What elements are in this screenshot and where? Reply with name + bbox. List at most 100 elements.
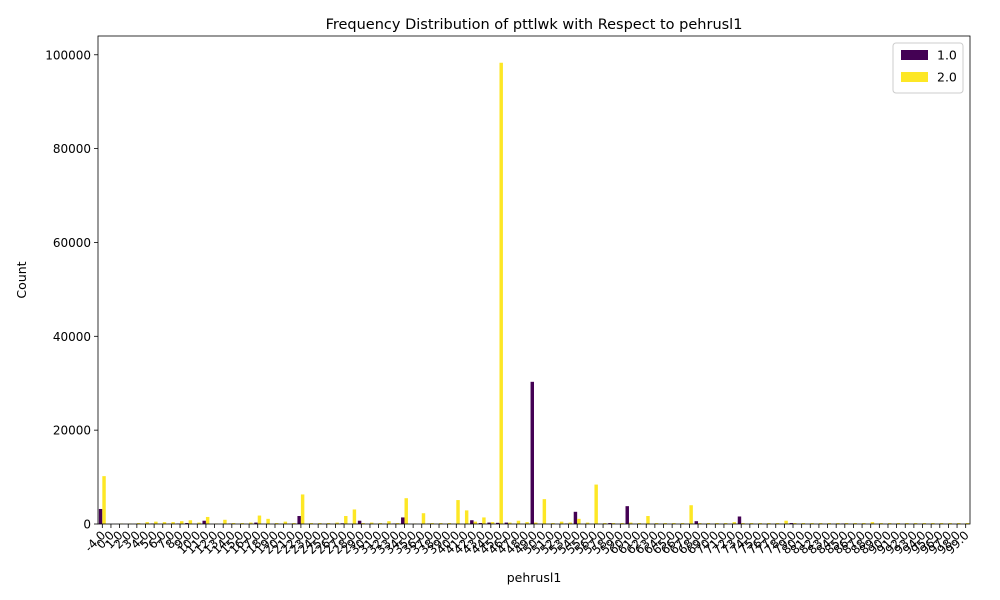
x-axis-ticks: -4.00.01.02.03.04.05.06.07.08.09.010.011…	[82, 524, 972, 557]
bar-2.0-56.0	[594, 484, 598, 524]
bar-2.0-38.0	[439, 523, 443, 524]
bar-2.0-60.0	[628, 522, 633, 524]
bar-2.0-4.0	[145, 522, 149, 524]
bar-2.0-48.0	[525, 522, 529, 524]
bar-2.0-79.0	[793, 523, 797, 524]
bar-2.0-54.0	[577, 518, 581, 524]
bar-2.0-50.0	[542, 499, 547, 524]
bar-2.0-59.0	[620, 523, 624, 524]
bar-2.0-17.0	[257, 515, 262, 524]
bar-1.0-43.0	[478, 523, 483, 524]
y-tick-label: 20000	[53, 424, 91, 438]
bar-2.0-74.0	[749, 523, 754, 524]
bar-2.0-43.0	[482, 517, 486, 524]
bar-2.0-95.0	[931, 523, 935, 524]
bar-2.0-72.0	[732, 522, 737, 524]
bar-1.0-9.0	[185, 523, 189, 524]
bar-1.0--4.0	[98, 508, 103, 524]
bar-2.0-45.0	[499, 62, 503, 524]
bar-2.0-69.0	[706, 523, 711, 524]
bar-2.0-97.0	[948, 523, 952, 524]
y-tick-label: 100000	[45, 48, 91, 62]
bar-2.0-24.0	[318, 523, 322, 524]
bar-1.0-45.0	[496, 522, 500, 524]
bar-2.0-66.0	[680, 523, 685, 524]
bar-1.0-49.0	[530, 381, 534, 524]
bar-2.0-51.0	[551, 523, 555, 524]
bar-2.0-91.0	[896, 523, 901, 524]
bar-2.0-22.0	[300, 494, 305, 524]
bar-2.0-52.0	[559, 521, 564, 524]
bar-2.0-94.0	[922, 523, 926, 524]
bar-2.0-89.0	[879, 523, 883, 524]
bar-2.0-90.0	[887, 523, 892, 524]
bar-2.0-93.0	[913, 523, 918, 524]
bar-1.0-17.0	[254, 522, 258, 524]
bar-2.0-78.0	[784, 520, 788, 524]
bar-2.0-15.0	[240, 523, 244, 524]
bar-2.0-55.0	[585, 522, 590, 524]
bar-2.0-11.0	[205, 516, 210, 524]
bar-1.0-54.0	[573, 511, 578, 524]
bar-2.0--4.0	[102, 476, 106, 524]
bar-2.0-42.0	[473, 521, 478, 524]
bar-2.0-29.0	[361, 523, 365, 524]
bar-2.0-10.0	[197, 522, 201, 524]
bar-2.0-53.0	[568, 522, 572, 524]
bar-2.0-64.0	[663, 523, 667, 524]
bar-2.0-31.0	[378, 523, 383, 524]
bar-1.0-29.0	[357, 520, 362, 524]
bar-2.0-73.0	[741, 523, 745, 524]
bar-1.0-60.0	[625, 506, 629, 524]
y-axis-label: Count	[14, 261, 29, 298]
bar-1.0-44.0	[487, 522, 491, 524]
bar-2.0-16.0	[249, 522, 253, 524]
bar-2.0-34.0	[404, 498, 408, 524]
bar-2.0-88.0	[870, 522, 875, 524]
y-tick-label: 40000	[53, 330, 91, 344]
bar-1.0-34.0	[401, 517, 405, 524]
bar-2.0-99.0	[965, 523, 970, 524]
bar-2.0-86.0	[853, 523, 857, 524]
bar-2.0-49.0	[534, 522, 538, 524]
bar-2.0-67.0	[689, 505, 693, 524]
x-axis-label: pehrusl1	[507, 570, 562, 585]
bar-2.0-37.0	[430, 523, 434, 524]
bar-2.0-81.0	[810, 523, 814, 524]
bar-1.0-79.0	[789, 523, 794, 524]
legend-swatch-1.0	[901, 50, 928, 60]
bar-2.0-96.0	[939, 523, 944, 524]
bar-2.0-65.0	[672, 523, 676, 524]
bar-2.0-63.0	[654, 523, 659, 524]
legend-label-1.0: 1.0	[937, 48, 957, 63]
bar-2.0-18.0	[266, 518, 270, 524]
bar-1.0-42.0	[470, 520, 474, 524]
bar-1.0-68.0	[694, 521, 699, 524]
bar-1.0-22.0	[297, 516, 301, 524]
bar-2.0-25.0	[326, 523, 331, 524]
bar-2.0-20.0	[283, 521, 288, 524]
legend-label-2.0: 2.0	[937, 70, 957, 85]
bar-1.0-11.0	[202, 520, 206, 524]
bar-2.0-36.0	[421, 513, 426, 524]
bar-2.0-57.0	[603, 523, 607, 524]
y-axis-ticks: 0 20000 40000 60000 80000 100000	[45, 48, 98, 532]
chart-title: Frequency Distribution of pttlwk with Re…	[326, 17, 743, 33]
bar-2.0-92.0	[905, 523, 909, 524]
bar-2.0-21.0	[292, 523, 296, 524]
bar-2.0-62.0	[646, 516, 650, 524]
bar-2.0-39.0	[447, 523, 452, 524]
bar-2.0-58.0	[611, 523, 616, 524]
bar-2.0-84.0	[836, 523, 840, 524]
bar-2.0-7.0	[171, 522, 175, 524]
bar-1.0-46.0	[504, 522, 509, 524]
y-tick-label: 80000	[53, 142, 91, 156]
bar-1.0-73.0	[737, 516, 742, 524]
bar-2.0-26.0	[335, 522, 339, 524]
bar-2.0-5.0	[154, 521, 158, 524]
bar-2.0-98.0	[957, 523, 961, 524]
bar-2.0-8.0	[180, 521, 184, 524]
bar-2.0-14.0	[231, 523, 236, 524]
bar-2.0-47.0	[516, 520, 521, 524]
bar-2.0-13.0	[223, 519, 227, 524]
